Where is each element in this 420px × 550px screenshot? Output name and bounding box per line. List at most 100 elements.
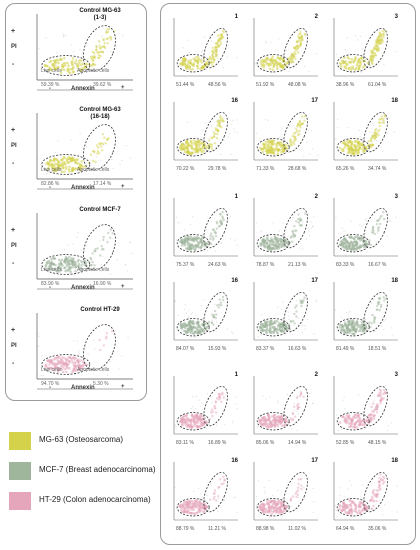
treatment-plot: 16 70.22 % 29.78 %: [168, 96, 244, 174]
scatter-cloud: [44, 228, 133, 276]
apoptotic-cells-label: Apoptotic cells: [77, 267, 110, 273]
live-percent: 83.11 %: [176, 440, 194, 446]
live-gate: [41, 55, 91, 76]
live-percent: 78.87 %: [256, 262, 275, 268]
apoptotic-percent: 48.56 %: [208, 82, 227, 88]
treatment-scatter-svg: [173, 462, 238, 521]
treatment-scatter-svg: [333, 102, 398, 161]
legend-swatch: [9, 492, 31, 510]
apoptotic-gate: [82, 25, 116, 72]
live-percent: 85.06 %: [256, 440, 275, 446]
apoptotic-percent: 35.06 %: [368, 526, 387, 532]
apoptotic-percent: 61.04 %: [368, 82, 387, 88]
apoptotic-gate: [283, 292, 308, 333]
live-percent: 83.33 %: [336, 262, 355, 268]
control-title: Control HT-29: [80, 307, 120, 313]
treatment-scatter-svg: [173, 282, 238, 341]
apoptotic-gate: [82, 324, 116, 371]
treatment-scatter-svg: [253, 198, 318, 257]
apoptotic-gate: [283, 472, 308, 513]
scatter-cloud: [333, 388, 393, 432]
apoptotic-gate: [363, 112, 388, 153]
annexin-axis-label: Annexin: [71, 185, 95, 191]
control-subtitle: (16-18): [90, 114, 110, 120]
live-gate: [176, 498, 210, 517]
live-gate: [256, 138, 290, 157]
apoptotic-percent: 11.02 %: [288, 526, 306, 532]
pi-minus-sign: -: [12, 160, 15, 167]
treatment-scatter-svg: [333, 198, 398, 257]
apoptotic-gate: [283, 208, 308, 249]
live-percent: 38.96 %: [336, 82, 355, 88]
apoptotic-gate: [203, 208, 228, 249]
apoptotic-gate: [283, 386, 308, 427]
treatment-plot: 17 88.98 % 11.02 %: [248, 456, 324, 534]
treatment-scatter-svg: [333, 462, 398, 521]
apoptotic-percent: 16.67 %: [368, 262, 387, 268]
sample-number: 16: [231, 278, 238, 284]
treatment-plot: 18 65.26 % 34.74 %: [328, 96, 404, 174]
treatment-scatter-svg: [173, 198, 239, 257]
apoptotic-percent: 39.62 %: [93, 82, 112, 88]
annexin-axis-label: Annexin: [71, 385, 95, 391]
apoptotic-gate: [82, 224, 116, 271]
treatment-scatter-svg: [253, 282, 318, 341]
pi-axis-label: PI: [11, 243, 17, 249]
apoptotic-percent: 48.08 %: [288, 82, 307, 88]
sample-number: 18: [391, 458, 398, 464]
pi-axis-label: PI: [11, 44, 17, 50]
live-gate: [256, 498, 290, 517]
treatment-plot: 2 51.92 % 48.08 %: [248, 12, 324, 90]
apoptotic-gate: [363, 386, 388, 427]
live-gate: [336, 234, 370, 253]
apoptotic-gate: [283, 112, 308, 153]
apoptotic-cells-label: Apoptotic cells: [77, 167, 110, 173]
annexin-minus-sign: -: [49, 86, 51, 92]
scatter-cloud: [173, 210, 239, 252]
annexin-minus-sign: -: [49, 185, 51, 191]
apoptotic-gate: [363, 28, 388, 69]
live-percent: 82.86 %: [41, 181, 60, 187]
legend-label: MCF-7 (Breast adenocarcinoma): [39, 465, 156, 474]
live-gate: [256, 412, 290, 431]
sample-number: 18: [391, 98, 398, 104]
controls-panel: [5, 3, 147, 401]
control-scatter-svg: [36, 213, 133, 290]
apoptotic-cells-label: Apoptotic cells: [77, 367, 110, 373]
live-cells-label: Live cells: [41, 367, 62, 373]
live-percent: 59.39 %: [41, 82, 60, 88]
annexin-plus-sign: +: [121, 384, 125, 390]
control-plot: Control MG-63 (16-18) + PI - Live cells Apopto…: [9, 105, 139, 193]
sample-number: 18: [391, 278, 398, 284]
treatment-scatter-svg: [173, 102, 239, 161]
sample-number: 3: [394, 194, 398, 200]
treatment-scatter-svg: [253, 102, 319, 161]
apoptotic-percent: 24.63 %: [208, 262, 227, 268]
live-percent: 88.98 %: [256, 526, 275, 532]
scatter-cloud: [257, 391, 314, 432]
live-percent: 65.26 %: [336, 166, 355, 172]
live-gate: [41, 354, 91, 375]
live-percent: 70.22 %: [176, 166, 195, 172]
apoptotic-gate: [203, 292, 228, 333]
apoptotic-gate: [363, 292, 388, 333]
control-plot: Control MG-63 (1-3) + PI - Live cells Apoptoti…: [9, 6, 139, 94]
live-gate: [336, 318, 370, 337]
live-gate: [256, 234, 290, 253]
apoptotic-percent: 14.94 %: [288, 440, 307, 446]
live-gate: [336, 54, 370, 73]
live-percent: 51.44 %: [176, 82, 195, 88]
annexin-plus-sign: +: [121, 184, 125, 190]
legend-label: HT-29 (Colon adenocarcinoma): [39, 495, 151, 504]
apoptotic-gate: [363, 208, 388, 249]
treatment-plot: 16 88.79 % 11.21 %: [168, 456, 244, 534]
live-cells-label: Live cells: [41, 167, 62, 173]
scatter-cloud: [334, 296, 394, 337]
live-gate: [336, 412, 370, 431]
legend-item: MCF-7 (Breast adenocarcinoma): [9, 462, 159, 482]
scatter-cloud: [336, 29, 398, 73]
sample-number: 1: [234, 372, 238, 378]
annexin-minus-sign: -: [49, 385, 51, 391]
scatter-cloud: [335, 210, 397, 253]
live-percent: 88.79 %: [176, 526, 195, 532]
